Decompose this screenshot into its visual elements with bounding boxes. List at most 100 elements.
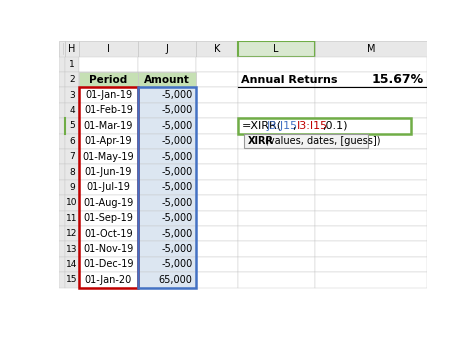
Text: J3:J15: J3:J15 (267, 121, 298, 131)
Text: 7: 7 (69, 152, 75, 161)
Text: 13: 13 (66, 245, 78, 253)
Bar (138, 241, 196, 257)
Text: 01-Jul-19: 01-Jul-19 (87, 182, 130, 192)
Bar (315, 211, 427, 226)
Text: 10: 10 (66, 198, 78, 208)
Text: 01-Mar-19: 01-Mar-19 (84, 121, 133, 131)
Text: -5,000: -5,000 (161, 182, 192, 192)
Bar (59, 87, 65, 103)
Text: 01-Feb-19: 01-Feb-19 (84, 105, 133, 116)
Text: 15.67%: 15.67% (371, 73, 423, 86)
Bar (79, 149, 138, 164)
Bar (138, 118, 196, 133)
Bar (315, 118, 427, 133)
Text: -5,000: -5,000 (161, 229, 192, 239)
Bar (59, 133, 65, 149)
Bar (59, 103, 65, 118)
Text: L: L (273, 44, 279, 54)
Bar (138, 195, 196, 211)
Bar (79, 180, 138, 195)
Bar (65, 72, 79, 87)
Text: 01-Nov-19: 01-Nov-19 (83, 244, 134, 254)
Bar (79, 272, 138, 287)
Bar (237, 87, 315, 103)
Bar (59, 211, 65, 226)
Text: -5,000: -5,000 (161, 259, 192, 270)
Bar (59, 57, 65, 72)
Bar (79, 149, 138, 164)
Bar (138, 211, 196, 226)
Bar (196, 195, 237, 211)
Bar (138, 149, 196, 164)
Text: 01-Jan-20: 01-Jan-20 (85, 275, 132, 285)
Bar (79, 133, 138, 149)
Bar (196, 133, 237, 149)
Bar (315, 257, 427, 272)
Bar (59, 241, 65, 257)
Text: 01-May-19: 01-May-19 (82, 152, 134, 162)
Bar (79, 87, 138, 287)
Bar (59, 41, 65, 57)
Text: -5,000: -5,000 (161, 105, 192, 116)
Bar (79, 257, 138, 272)
Bar (59, 195, 65, 211)
Text: 01-Apr-19: 01-Apr-19 (85, 136, 132, 146)
Bar (65, 180, 79, 195)
Bar (196, 118, 237, 133)
Text: (values, dates, [guess]): (values, dates, [guess]) (265, 136, 381, 146)
Bar (196, 257, 237, 272)
Bar (315, 72, 427, 87)
Bar (138, 57, 196, 72)
Bar (196, 164, 237, 180)
Text: 01-Dec-19: 01-Dec-19 (83, 259, 134, 270)
Bar (237, 72, 315, 87)
Bar (315, 180, 427, 195)
Bar (196, 180, 237, 195)
Bar (79, 226, 138, 241)
Bar (79, 211, 138, 226)
Bar (79, 241, 138, 257)
Bar (138, 72, 196, 87)
Text: XIRR: XIRR (247, 136, 273, 146)
Text: I3:I15: I3:I15 (297, 121, 328, 131)
Text: 12: 12 (66, 229, 78, 238)
Bar (79, 272, 138, 287)
Text: -5,000: -5,000 (161, 136, 192, 146)
Bar (196, 87, 237, 103)
Text: K: K (214, 44, 220, 54)
Bar (138, 211, 196, 226)
Bar (196, 211, 237, 226)
Bar (138, 257, 196, 272)
Bar (65, 272, 79, 287)
Text: 2: 2 (69, 75, 75, 84)
Text: 11: 11 (66, 214, 78, 223)
Bar (79, 195, 138, 211)
Bar (65, 149, 79, 164)
Bar (237, 241, 315, 257)
Text: 4: 4 (69, 106, 75, 115)
Text: -5,000: -5,000 (161, 152, 192, 162)
Text: I: I (107, 44, 110, 54)
Bar (79, 72, 138, 87)
Text: 8: 8 (69, 168, 75, 177)
Bar (79, 103, 138, 118)
Text: Amount: Amount (145, 75, 190, 85)
Text: -5,000: -5,000 (161, 244, 192, 254)
Bar (138, 241, 196, 257)
Bar (79, 133, 138, 149)
Text: -5,000: -5,000 (161, 90, 192, 100)
Bar (315, 241, 427, 257)
Bar (79, 87, 138, 103)
Text: -5,000: -5,000 (161, 198, 192, 208)
Bar (79, 164, 138, 180)
Bar (196, 149, 237, 164)
Bar (237, 257, 315, 272)
Bar (138, 149, 196, 164)
Bar (138, 195, 196, 211)
Bar (138, 257, 196, 272)
Bar (196, 41, 237, 57)
Bar (138, 272, 196, 287)
Bar (315, 133, 427, 149)
Bar (138, 72, 196, 87)
Bar (59, 180, 65, 195)
